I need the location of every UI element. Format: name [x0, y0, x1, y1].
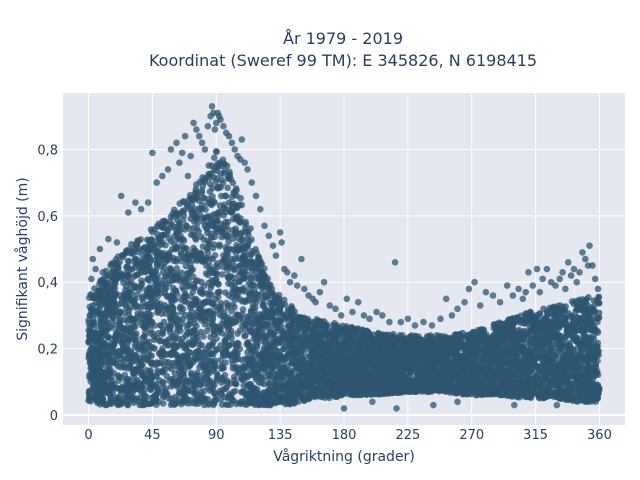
data-point	[203, 245, 211, 253]
data-point	[220, 377, 227, 384]
data-point	[161, 390, 168, 398]
data-point	[375, 329, 382, 337]
data-point	[568, 298, 576, 305]
data-point	[109, 377, 116, 385]
data-point	[213, 335, 220, 343]
data-point	[178, 269, 185, 277]
data-point	[242, 218, 249, 226]
data-point	[126, 258, 133, 265]
data-point	[197, 286, 205, 294]
data-point	[215, 184, 223, 192]
data-point	[216, 242, 223, 250]
data-point	[211, 154, 218, 161]
data-point	[233, 187, 240, 194]
data-point	[192, 236, 200, 243]
data-point	[237, 194, 244, 202]
data-point	[225, 280, 232, 287]
data-point	[222, 385, 229, 393]
data-point	[231, 348, 238, 356]
data-points	[85, 103, 603, 412]
data-point	[179, 284, 186, 291]
chart-title-line-1: År 1979 - 2019	[283, 29, 403, 48]
data-point	[222, 289, 229, 296]
data-point	[224, 184, 231, 192]
data-point	[183, 222, 190, 230]
data-point	[131, 323, 139, 331]
data-point	[277, 385, 285, 393]
data-point	[97, 320, 105, 328]
data-point	[189, 230, 197, 238]
data-point	[171, 370, 179, 377]
data-point	[218, 401, 226, 408]
data-point	[186, 320, 194, 328]
data-point	[165, 235, 173, 242]
data-point	[185, 277, 192, 284]
data-point	[217, 356, 224, 364]
data-point	[168, 221, 175, 228]
data-point	[224, 394, 232, 402]
data-point	[211, 241, 218, 248]
data-point	[201, 215, 208, 222]
data-point	[179, 315, 187, 323]
data-point	[585, 294, 592, 301]
data-point	[260, 302, 267, 309]
chart-title-line-2: Koordinat (Sweref 99 TM): E 345826, N 61…	[149, 51, 537, 70]
data-point	[168, 375, 175, 383]
